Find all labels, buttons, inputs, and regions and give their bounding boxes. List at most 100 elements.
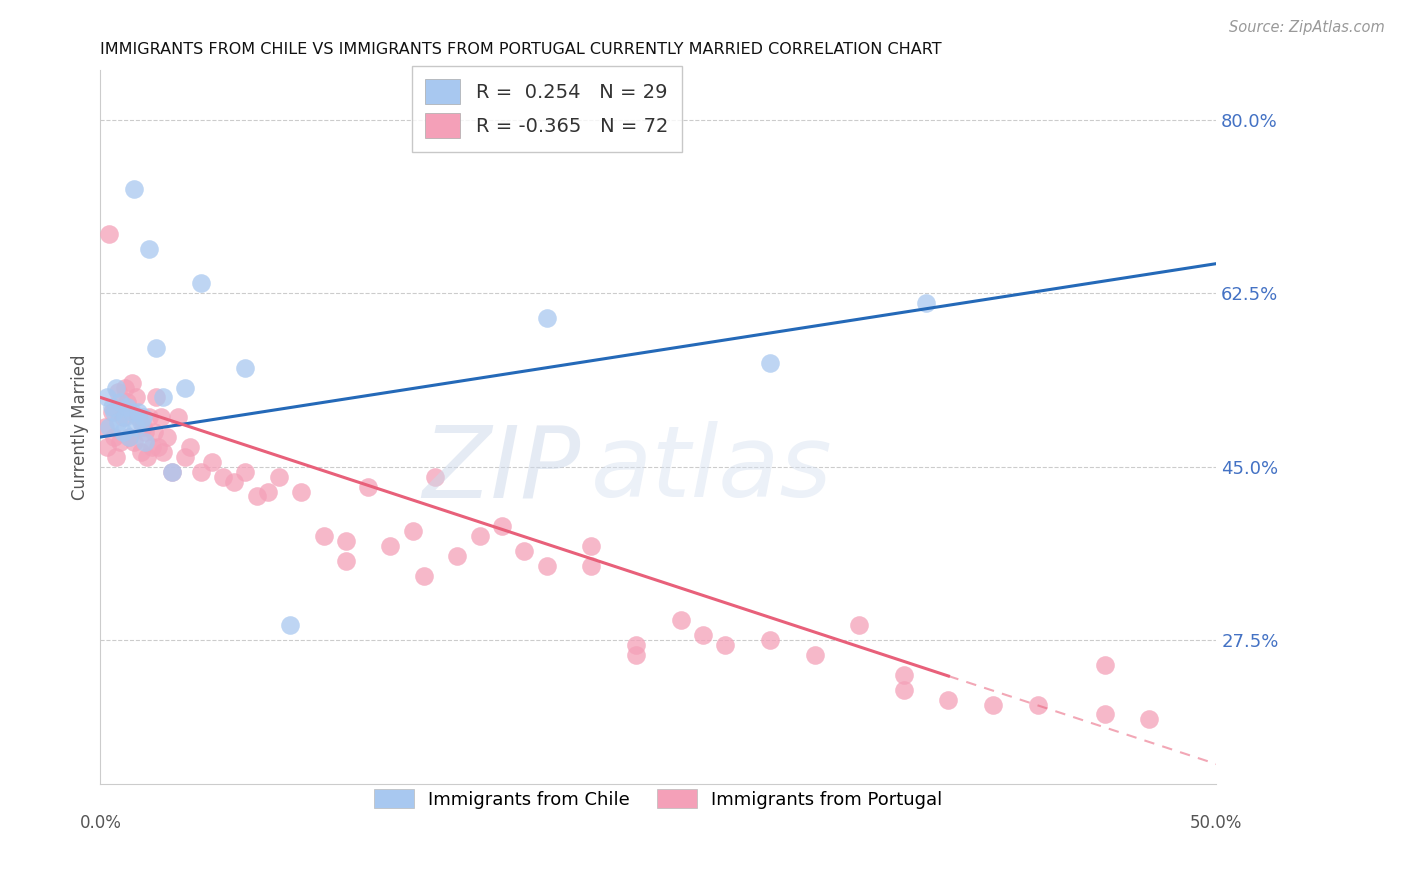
Point bbox=[103, 405, 125, 419]
Point bbox=[118, 430, 141, 444]
Point bbox=[156, 430, 179, 444]
Point bbox=[98, 227, 121, 241]
Point bbox=[581, 539, 603, 553]
Point bbox=[142, 425, 165, 439]
Point bbox=[111, 410, 134, 425]
Point bbox=[536, 558, 558, 573]
Point bbox=[138, 410, 160, 425]
Point bbox=[121, 376, 143, 390]
Point bbox=[122, 182, 145, 196]
Point bbox=[190, 465, 212, 479]
Point bbox=[127, 410, 149, 425]
Text: 0.0%: 0.0% bbox=[79, 814, 121, 832]
Point bbox=[759, 356, 782, 370]
Point bbox=[114, 380, 136, 394]
Y-axis label: Currently Married: Currently Married bbox=[72, 354, 89, 500]
Point bbox=[235, 465, 257, 479]
Point bbox=[149, 410, 172, 425]
Point bbox=[134, 435, 156, 450]
Legend: Immigrants from Chile, Immigrants from Portugal: Immigrants from Chile, Immigrants from P… bbox=[366, 780, 952, 818]
Point bbox=[115, 401, 138, 415]
Point bbox=[152, 445, 174, 459]
Point bbox=[1094, 707, 1116, 722]
Point bbox=[402, 524, 425, 538]
Point bbox=[915, 296, 938, 310]
Point bbox=[167, 410, 190, 425]
Point bbox=[669, 613, 692, 627]
Point bbox=[174, 380, 197, 394]
Point bbox=[278, 618, 301, 632]
Point bbox=[256, 484, 278, 499]
Point bbox=[132, 420, 155, 434]
Point bbox=[110, 395, 132, 409]
Point bbox=[145, 341, 167, 355]
Point bbox=[127, 405, 149, 419]
Point bbox=[125, 420, 148, 434]
Point bbox=[148, 440, 170, 454]
Point bbox=[96, 391, 118, 405]
Text: IMMIGRANTS FROM CHILE VS IMMIGRANTS FROM PORTUGAL CURRENTLY MARRIED CORRELATION : IMMIGRANTS FROM CHILE VS IMMIGRANTS FROM… bbox=[100, 42, 942, 57]
Point bbox=[141, 440, 163, 454]
Point bbox=[335, 554, 357, 568]
Point bbox=[380, 539, 402, 553]
Point bbox=[335, 534, 357, 549]
Point bbox=[938, 692, 960, 706]
Text: ZIP: ZIP bbox=[422, 421, 581, 518]
Point bbox=[110, 435, 132, 450]
Point bbox=[107, 415, 129, 429]
Point bbox=[152, 391, 174, 405]
Point bbox=[145, 391, 167, 405]
Point bbox=[893, 682, 915, 697]
Point bbox=[468, 529, 491, 543]
Point bbox=[107, 385, 129, 400]
Point bbox=[129, 445, 152, 459]
Point bbox=[848, 618, 870, 632]
Point bbox=[118, 430, 141, 444]
Point bbox=[513, 544, 536, 558]
Point bbox=[121, 405, 143, 419]
Point bbox=[100, 405, 122, 419]
Point bbox=[423, 469, 446, 483]
Point bbox=[138, 242, 160, 256]
Point bbox=[134, 425, 156, 439]
Point bbox=[160, 465, 183, 479]
Point bbox=[536, 311, 558, 326]
Text: Source: ZipAtlas.com: Source: ZipAtlas.com bbox=[1229, 20, 1385, 35]
Point bbox=[96, 440, 118, 454]
Point bbox=[491, 519, 513, 533]
Point bbox=[129, 415, 152, 429]
Point bbox=[624, 638, 647, 652]
Point bbox=[132, 410, 155, 425]
Point bbox=[413, 568, 436, 582]
Point bbox=[1026, 698, 1049, 712]
Point bbox=[981, 698, 1004, 712]
Point bbox=[714, 638, 737, 652]
Point bbox=[692, 628, 714, 642]
Point bbox=[224, 475, 246, 489]
Point bbox=[290, 484, 312, 499]
Point bbox=[357, 480, 380, 494]
Point bbox=[212, 469, 235, 483]
Point bbox=[136, 450, 159, 464]
Point bbox=[803, 648, 825, 662]
Point bbox=[98, 420, 121, 434]
Point bbox=[267, 469, 290, 483]
Point bbox=[104, 380, 127, 394]
Point bbox=[104, 450, 127, 464]
Point bbox=[201, 455, 224, 469]
Point bbox=[581, 558, 603, 573]
Point bbox=[125, 391, 148, 405]
Text: atlas: atlas bbox=[592, 421, 832, 518]
Point bbox=[94, 420, 117, 434]
Point bbox=[115, 395, 138, 409]
Point bbox=[245, 490, 267, 504]
Point bbox=[446, 549, 468, 563]
Point bbox=[624, 648, 647, 662]
Point bbox=[111, 425, 134, 439]
Point bbox=[114, 410, 136, 425]
Point bbox=[190, 277, 212, 291]
Point bbox=[160, 465, 183, 479]
Point bbox=[179, 440, 201, 454]
Point bbox=[235, 360, 257, 375]
Point bbox=[759, 633, 782, 648]
